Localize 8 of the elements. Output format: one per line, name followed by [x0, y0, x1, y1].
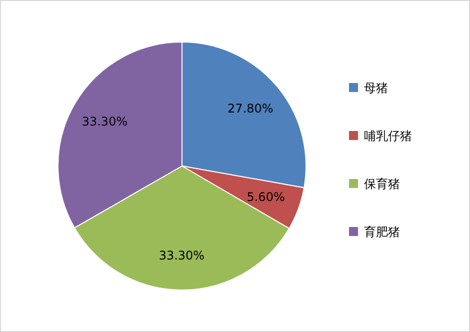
data-label: 33.30%: [82, 114, 128, 128]
data-label: 5.60%: [246, 190, 285, 204]
legend-label: 哺乳仔猪: [364, 129, 412, 143]
legend-label: 保育猪: [364, 177, 400, 191]
data-label: 27.80%: [228, 102, 274, 116]
data-label: 33.30%: [158, 248, 205, 262]
legend-label: 育肥猪: [364, 225, 400, 239]
legend-label: 母猪: [364, 81, 388, 95]
